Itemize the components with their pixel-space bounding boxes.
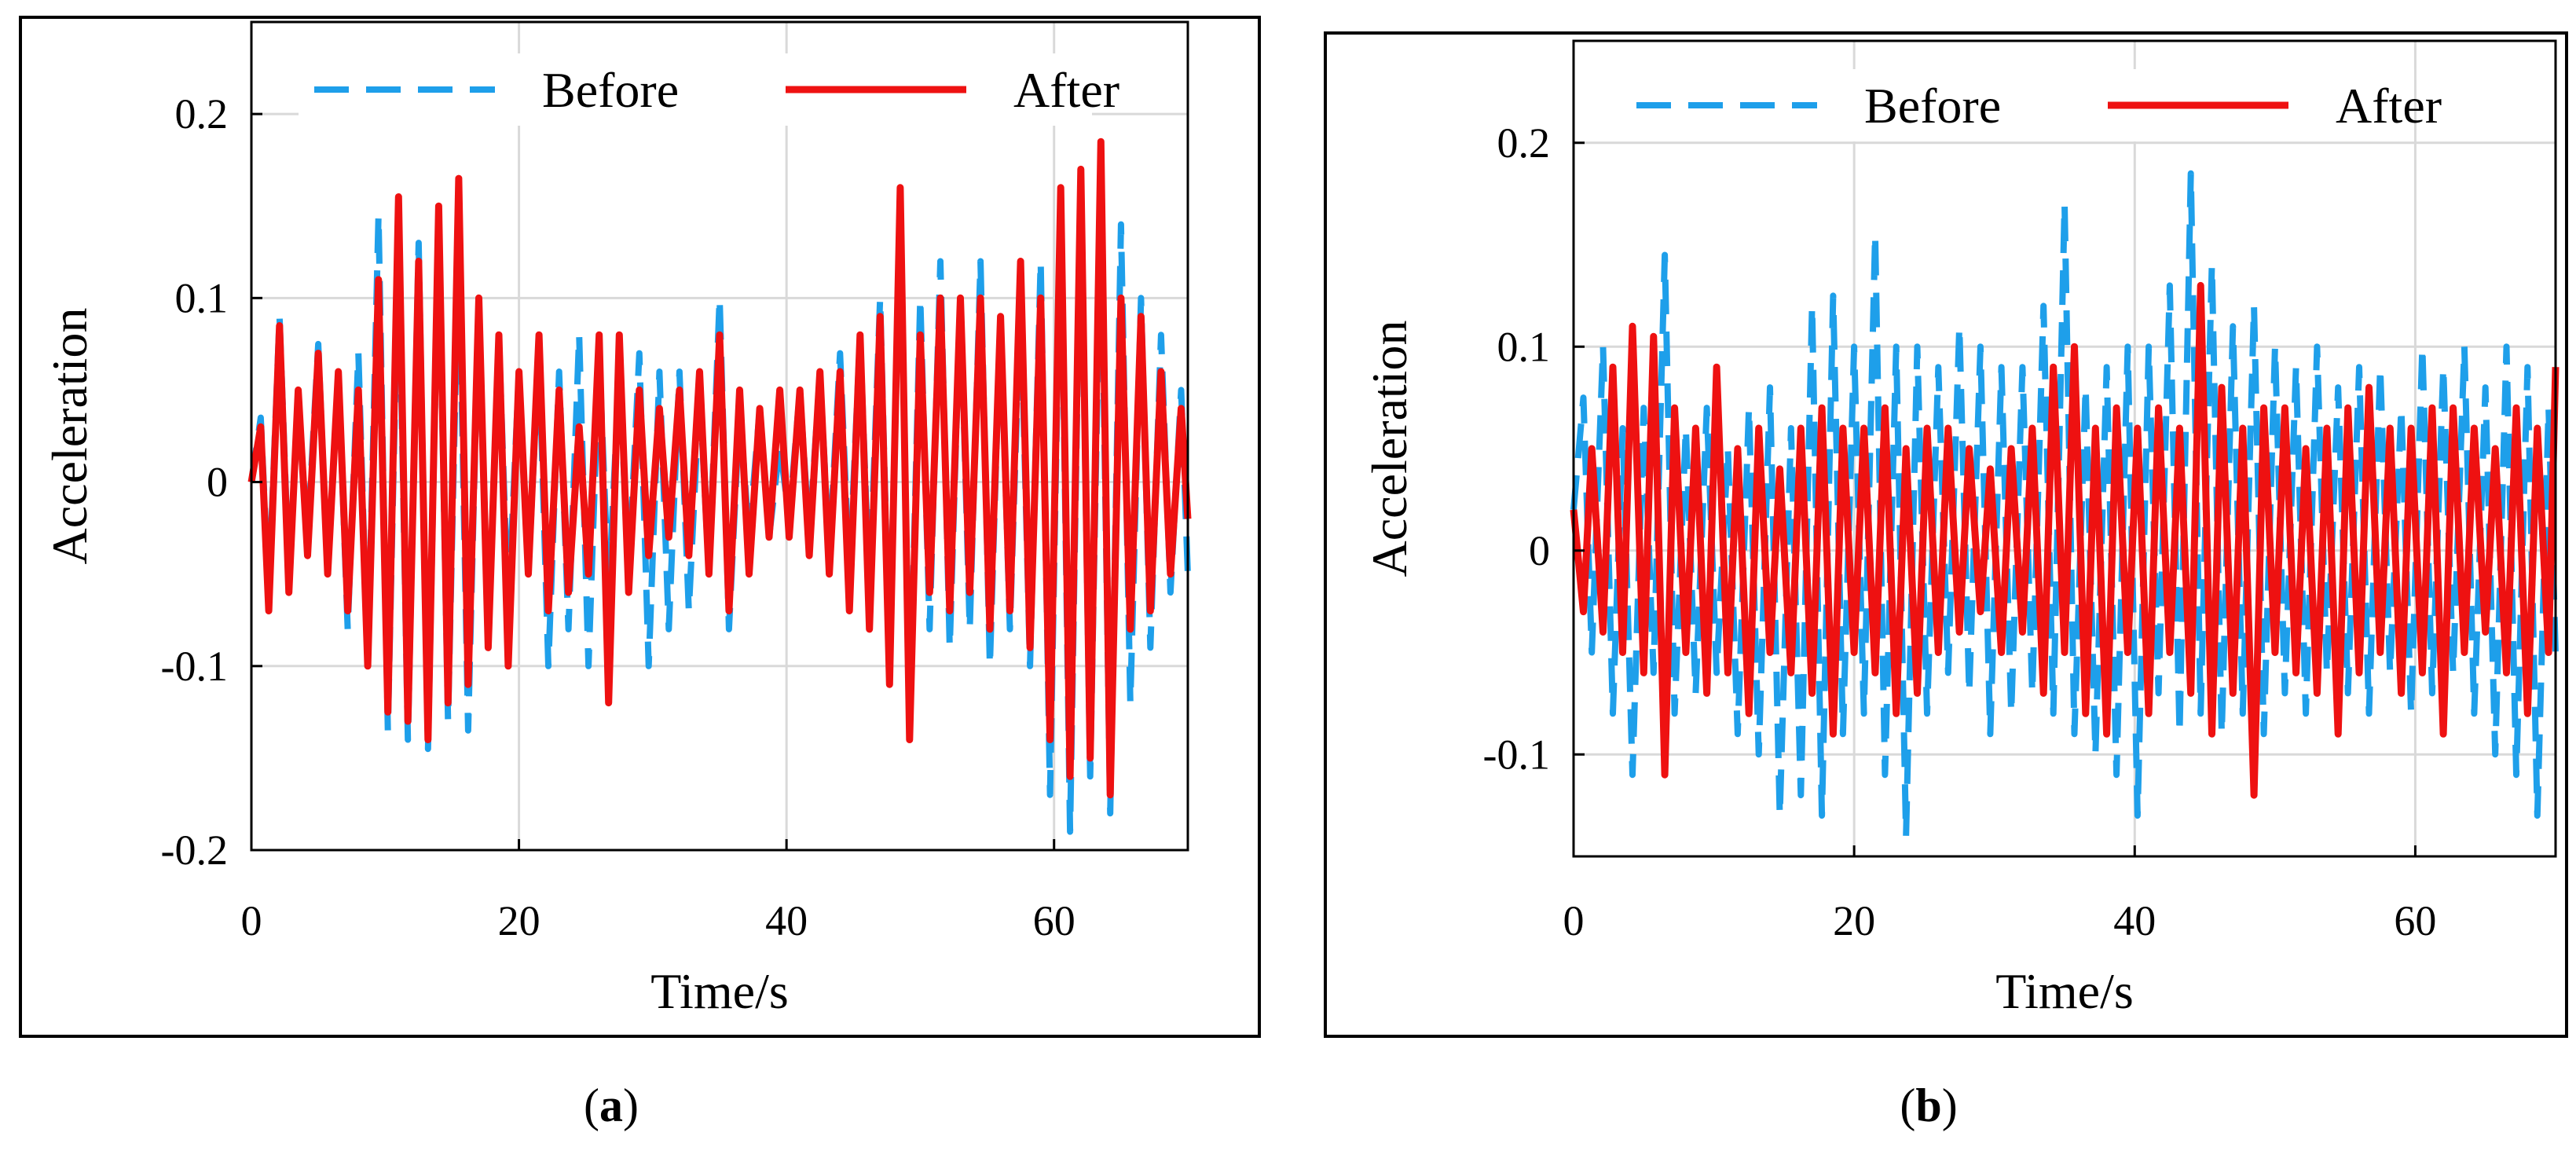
panel-a-y-tick-label-2: 0 (207, 459, 228, 506)
panel-b-caption-letter: b (1915, 1080, 1941, 1131)
panel-a-x-tick-label-3: 60 (1033, 897, 1075, 944)
panel-a-y-tick-label-1: -0.1 (161, 643, 228, 690)
panel-a-legend-box (299, 53, 1092, 126)
panel-a-series-after-line (247, 137, 1192, 799)
chart-panel-a: 0 20 40 60 -0.2 -0.1 0 0.1 0.2 Time/s Accelerati… (19, 16, 1261, 1131)
panel-a-plot-border (250, 20, 1189, 852)
panel-a-ticks: 0 20 40 60 -0.2 -0.1 0 0.1 0.2 (161, 90, 1075, 944)
panel-a-legend-after-label: After (1013, 62, 1119, 118)
panel-a-x-axis-label: Time/s (650, 963, 789, 1019)
panel-b-series (1570, 170, 2560, 839)
panel-b-caption: (b) (1900, 1080, 1957, 1131)
panel-a-caption-open: ( (584, 1080, 599, 1131)
panel-b-y-tick-label-0: -0.1 (1483, 731, 1550, 778)
panel-b-y-tick-label-2: 0.1 (1497, 323, 1551, 370)
panel-b-series-after-line (1570, 281, 2560, 799)
panel-b-legend-after-label: After (2336, 78, 2442, 134)
panel-b-x-tick-label-3: 60 (2394, 897, 2436, 944)
panel-b-legend: Before After (1621, 69, 2442, 141)
panel-b-ticks: 0 20 40 60 -0.1 0 0.1 0.2 (1483, 119, 2437, 944)
panel-a-y-axis-label: Acceleration (42, 308, 97, 565)
panel-b-y-tick-label-1: 0 (1529, 527, 1550, 574)
panel-a-series (247, 137, 1192, 835)
panel-b-caption-open: ( (1900, 1080, 1915, 1131)
panel-b-y-axis-label: Acceleration (1361, 321, 1417, 577)
panel-b-x-tick-label-0: 0 (1563, 897, 1585, 944)
panel-b-x-tick-label-1: 20 (1833, 897, 1875, 944)
panel-a-y-tick-label-0: -0.2 (161, 827, 228, 874)
panel-a-caption-letter: a (599, 1080, 623, 1131)
panel-a-x-tick-label-0: 0 (241, 897, 262, 944)
panel-a-legend: Before After (299, 53, 1119, 126)
chart-panel-b: 0 20 40 60 -0.1 0 0.1 0.2 Time/s Acceleration B… (1324, 31, 2568, 1131)
panel-a-x-tick-label-2: 40 (765, 897, 808, 944)
panel-b-plot-border (1572, 39, 2557, 858)
panel-b-caption-close: ) (1942, 1080, 1958, 1131)
panel-a-x-tick-label-1: 20 (498, 897, 540, 944)
panel-b-legend-box (1621, 69, 2414, 141)
panel-b-y-tick-label-3: 0.2 (1497, 119, 1551, 167)
panel-a-y-tick-label-3: 0.1 (175, 274, 229, 321)
panel-b-x-tick-label-2: 40 (2113, 897, 2156, 944)
panel-b-legend-before-label: Before (1864, 78, 2001, 134)
panel-b-x-axis-label: Time/s (1995, 963, 2134, 1019)
panel-a-caption-close: ) (623, 1080, 639, 1131)
panel-a-caption: (a) (584, 1080, 639, 1131)
panel-a-y-tick-label-4: 0.2 (175, 90, 229, 137)
panel-a-legend-before-label: Before (542, 62, 679, 118)
